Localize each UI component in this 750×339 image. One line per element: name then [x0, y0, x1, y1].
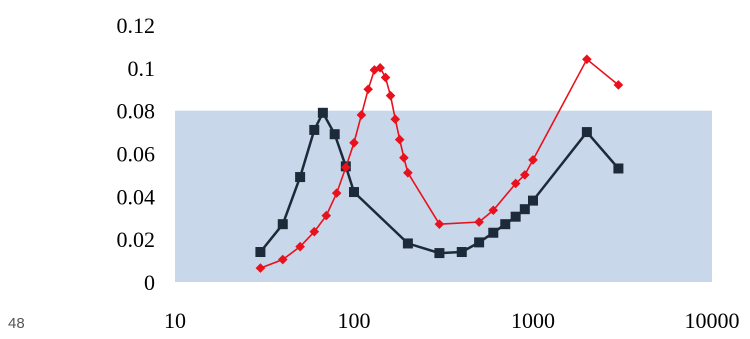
data-point [349, 137, 359, 148]
slide-page-number: 48 [8, 315, 25, 332]
y-tick-label: 0.04 [117, 184, 156, 209]
data-point [399, 152, 409, 163]
series-2-line [260, 58, 619, 269]
data-point [488, 205, 499, 216]
data-point [581, 127, 592, 138]
data-point [582, 54, 592, 65]
data-point [356, 110, 367, 120]
data-point [277, 219, 288, 230]
series-1 [255, 107, 624, 259]
y-axis-tick-labels: 0 0.02 0.04 0.06 0.08 0.1 0.12 [117, 13, 156, 295]
data-point [520, 170, 530, 180]
data-point [349, 187, 359, 198]
data-point [363, 84, 373, 95]
x-tick-label: 100 [338, 308, 371, 333]
data-point [317, 107, 328, 118]
y-tick-label: 0.02 [117, 227, 156, 252]
data-point [519, 204, 530, 215]
data-point [375, 63, 385, 73]
data-point [309, 124, 320, 135]
y-tick-label: 0.1 [128, 56, 156, 81]
data-point [474, 217, 484, 227]
series-2 [255, 54, 624, 273]
y-tick-label: 0.08 [117, 99, 156, 124]
data-point [510, 178, 521, 189]
data-point [295, 241, 305, 252]
data-point [385, 90, 396, 101]
data-point [403, 167, 413, 178]
data-point [255, 263, 266, 273]
data-point [390, 114, 401, 125]
data-point [402, 238, 413, 249]
x-tick-label: 1000 [511, 308, 555, 333]
data-point [394, 134, 405, 145]
series-layer [255, 54, 624, 273]
data-point [613, 163, 624, 174]
data-point [341, 162, 351, 173]
data-point [510, 211, 521, 222]
x-tick-label: 10 [164, 308, 186, 333]
data-point [488, 227, 499, 238]
data-point [528, 155, 538, 165]
data-point [380, 72, 391, 83]
data-point [255, 247, 266, 258]
data-point [329, 129, 340, 140]
data-point [613, 80, 624, 90]
data-point [434, 219, 445, 229]
y-tick-label: 0.06 [117, 142, 156, 167]
data-point [434, 248, 445, 259]
data-point [295, 172, 306, 183]
x-axis-tick-labels: 10 100 1000 10000 [164, 308, 740, 333]
x-tick-label: 10000 [685, 308, 740, 333]
data-point [500, 219, 511, 230]
data-point [474, 237, 485, 248]
data-point [331, 188, 342, 198]
data-point [321, 210, 332, 221]
y-tick-label: 0 [144, 270, 155, 295]
y-tick-label: 0.12 [117, 13, 156, 38]
data-point [528, 195, 538, 206]
data-point [309, 226, 320, 237]
data-point [456, 247, 467, 258]
data-point [277, 254, 288, 265]
